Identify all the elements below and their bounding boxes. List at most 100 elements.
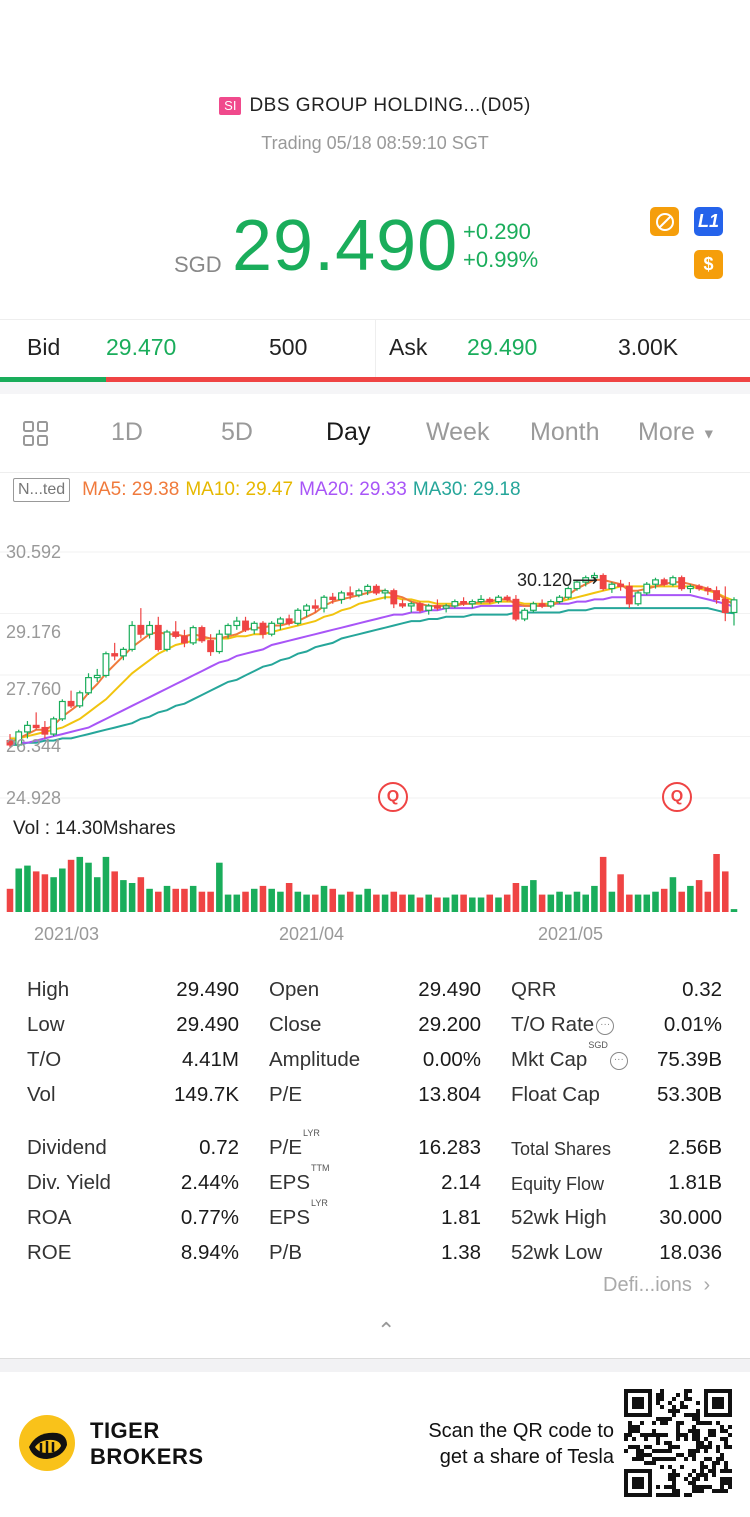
candle [355, 588, 363, 598]
candle [721, 586, 729, 622]
stat-label: Open [269, 978, 319, 1002]
qr-module [720, 1457, 724, 1461]
stat-label-text: P/B [269, 1241, 303, 1264]
qr-module [668, 1477, 672, 1481]
qr-module [636, 1457, 640, 1461]
volume-bar [678, 891, 685, 912]
qr-module [672, 1457, 676, 1461]
stat-label: ROE [27, 1241, 71, 1265]
earnings-marker-icon[interactable]: Q [662, 782, 692, 812]
volume-bar [364, 888, 371, 912]
volume-bar [24, 865, 31, 912]
stat-label-text: Low [27, 1013, 65, 1036]
bid-price[interactable]: 29.470 [106, 334, 177, 360]
candle [268, 621, 276, 637]
qr-module [684, 1437, 688, 1441]
tab-day[interactable]: Day [326, 418, 371, 446]
candle-body [242, 620, 249, 631]
candle-body [259, 622, 267, 635]
qr-module [644, 1461, 648, 1465]
qr-finder [632, 1397, 644, 1409]
volume-bar [399, 894, 406, 912]
volume-bar [652, 891, 659, 912]
qr-module [684, 1457, 688, 1461]
candle-body [67, 700, 75, 707]
stat-label: P/ELYR [269, 1128, 320, 1160]
qr-module [724, 1465, 728, 1469]
stat-value: 29.490 [418, 978, 481, 1001]
stat-label: Float Cap [511, 1083, 600, 1107]
volume-bar [250, 888, 258, 912]
tab-month[interactable]: Month [530, 418, 600, 446]
volume-bar [346, 891, 354, 912]
stat-label-text: P/E [269, 1083, 303, 1106]
qr-module [704, 1437, 708, 1441]
candle [189, 625, 197, 646]
qr-code-icon[interactable] [624, 1389, 732, 1497]
tab-5d[interactable]: 5D [221, 418, 253, 446]
change-value: +0.290 [463, 219, 531, 244]
adjust-mode-button[interactable]: N...ted [13, 478, 71, 502]
stat-label-text: 52wk High [511, 1206, 607, 1229]
qr-module [700, 1421, 704, 1425]
level1-icon[interactable]: L1 [694, 207, 723, 236]
qr-module [684, 1477, 688, 1481]
earnings-marker-icon[interactable]: Q [378, 782, 408, 812]
candle-body [564, 587, 572, 598]
tab-week[interactable]: Week [426, 418, 490, 446]
qr-module [680, 1405, 684, 1409]
qr-module [664, 1449, 668, 1453]
qr-module [700, 1441, 704, 1445]
candle [93, 668, 101, 682]
qr-module [716, 1489, 720, 1493]
dollar-icon[interactable]: $ [694, 250, 723, 279]
qr-module [672, 1413, 676, 1417]
qr-module [664, 1493, 668, 1497]
qr-finder [632, 1477, 644, 1489]
qr-module [704, 1477, 708, 1481]
volume-bar [547, 894, 555, 912]
stat-label-superscript: TTM [311, 1163, 330, 1174]
candle-body [372, 585, 380, 594]
volume-chart[interactable] [0, 840, 750, 915]
volume-bar [111, 871, 118, 912]
candle-body [425, 605, 433, 611]
volume-bar [242, 891, 249, 912]
chevron-up-icon[interactable]: ⌃ [377, 1318, 396, 1343]
qr-module [684, 1433, 688, 1437]
stock-title-row: SI DBS GROUP HOLDING...(D05) [0, 92, 750, 120]
stat-label-text: T/O Rate [511, 1013, 595, 1036]
volume-bar [451, 894, 459, 912]
y-tick: 29.176 [6, 622, 62, 642]
qr-module [724, 1445, 728, 1449]
candlestick-chart[interactable] [0, 510, 750, 810]
no-short-icon[interactable] [650, 207, 679, 236]
definitions-link[interactable]: Defi...ions › [603, 1274, 710, 1297]
info-icon[interactable]: ··· [609, 1051, 628, 1070]
candle [634, 590, 642, 606]
qr-module [648, 1453, 652, 1457]
info-icon[interactable]: ··· [596, 1016, 615, 1035]
volume-bar [695, 880, 703, 912]
qr-module [632, 1429, 636, 1433]
qr-module [668, 1449, 672, 1453]
candle [381, 588, 389, 600]
candle-body [198, 627, 206, 642]
tab-more[interactable]: More ▼ [638, 418, 716, 447]
qr-module [700, 1485, 704, 1489]
tab-1d[interactable]: 1D [111, 418, 143, 446]
candle-body [678, 577, 686, 590]
qr-module [716, 1457, 720, 1461]
candle-body [652, 579, 659, 585]
qr-module [704, 1457, 708, 1461]
qr-module [640, 1453, 644, 1457]
volume-bar [434, 897, 441, 912]
qr-module [648, 1461, 652, 1465]
layout-grid-icon[interactable] [22, 420, 50, 453]
y-tick: 26.344 [6, 736, 62, 756]
qr-module [656, 1397, 660, 1401]
qr-module [692, 1469, 696, 1473]
ask-price[interactable]: 29.490 [467, 334, 538, 360]
candle-body [390, 590, 398, 605]
candle [442, 603, 450, 613]
